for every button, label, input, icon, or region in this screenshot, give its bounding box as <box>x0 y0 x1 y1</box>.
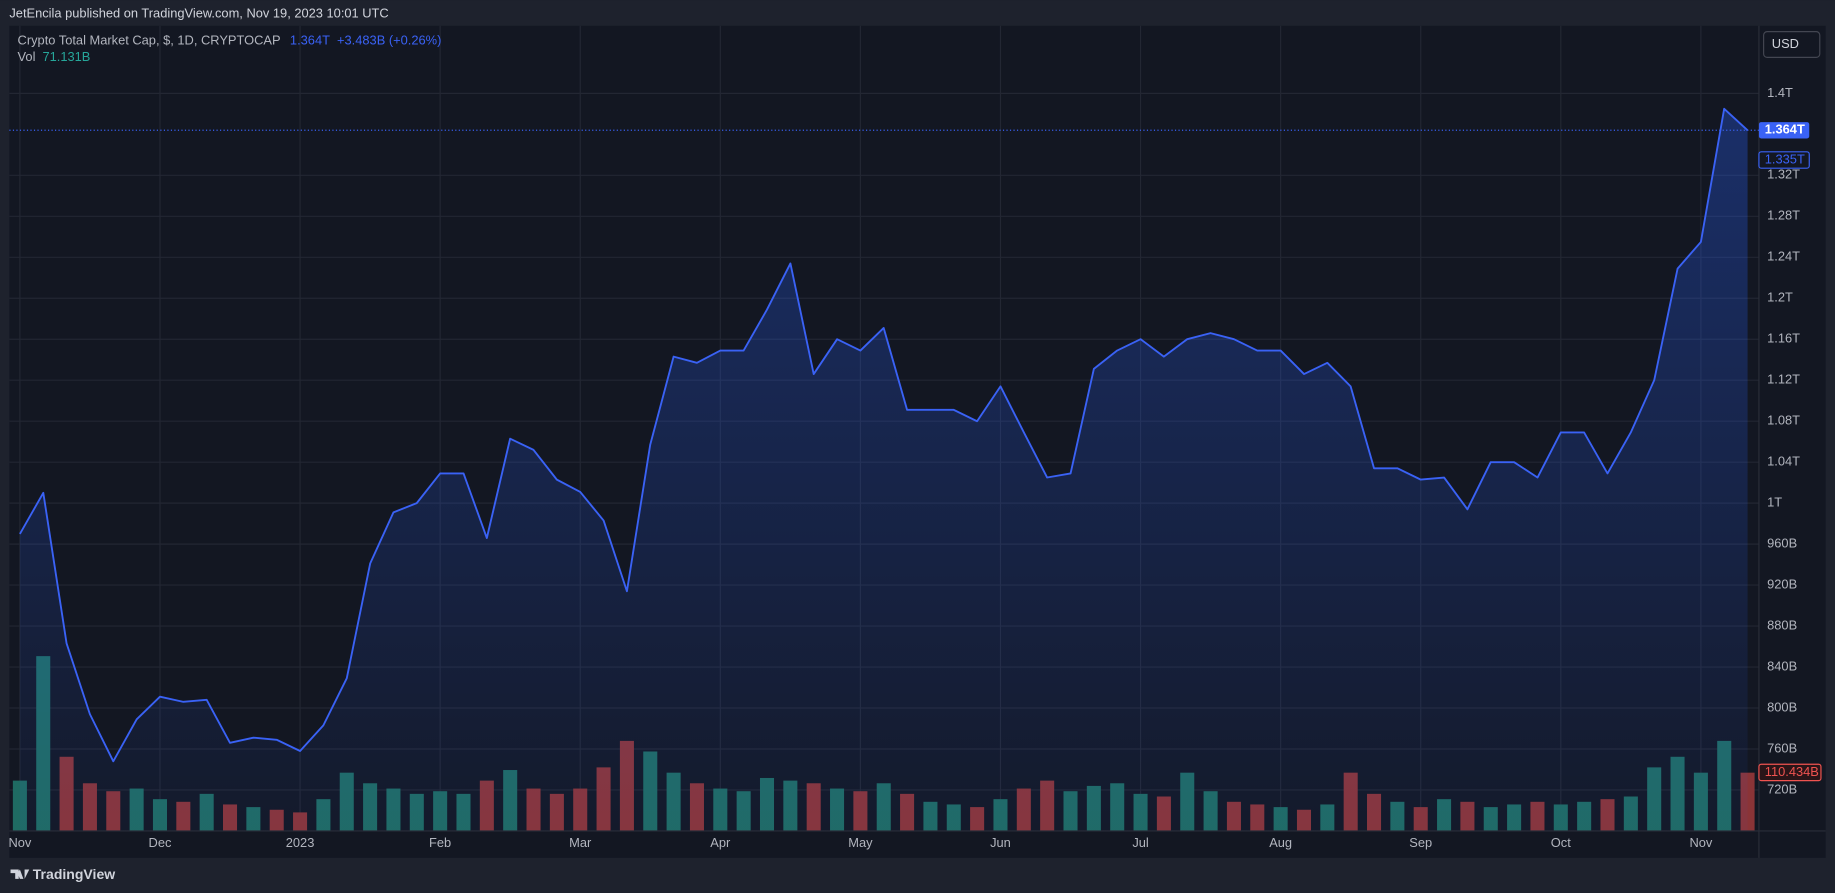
y-tick-label: 800B <box>1767 699 1797 714</box>
y-tick-label: 1.12T <box>1767 372 1800 387</box>
y-tick-label: 880B <box>1767 617 1797 632</box>
line <box>19 107 1749 763</box>
last-price-box <box>1758 122 1810 139</box>
y-tick-label: 1.08T <box>1767 413 1800 428</box>
currency-label: USD <box>1772 36 1799 51</box>
x-tick-label: Nov <box>1689 835 1712 850</box>
y-tick-label: 1.28T <box>1767 208 1800 223</box>
legend-price: 1.364T <box>290 32 330 47</box>
y-tick-label: 1T <box>1767 495 1782 510</box>
y-tick-label: 1.2T <box>1767 290 1793 305</box>
publish-header: JetEncila published on TradingView.com, … <box>9 5 388 20</box>
legend-change: +3.483B (+0.26%) <box>337 32 441 47</box>
legend-title: Crypto Total Market Cap, $, 1D, CRYPTOCA… <box>18 32 281 47</box>
x-tick-label: Apr <box>710 835 731 850</box>
y-tick-label: 1.4T <box>1767 85 1793 100</box>
x-tick-label: 2023 <box>286 835 315 850</box>
y-tick-label: 1.32T <box>1767 167 1800 182</box>
currency-button[interactable] <box>1763 31 1821 58</box>
legend-volume-name: Vol <box>18 49 36 64</box>
x-tick-label: Sep <box>1409 835 1432 850</box>
y-tick-label: 1.24T <box>1767 249 1800 264</box>
x-tick-label: Jul <box>1132 835 1148 850</box>
y-tick-label: 720B <box>1767 781 1797 796</box>
y-tick-label: 760B <box>1767 740 1797 755</box>
y-tick-label: 1.04T <box>1767 454 1800 469</box>
y-tick-label: 920B <box>1767 576 1797 591</box>
volume-price-label: 110.434B <box>1765 764 1819 779</box>
last-price-label: 1.364T <box>1765 122 1805 137</box>
second-price-label: 1.335T <box>1765 151 1805 166</box>
y-tick-label: 1.16T <box>1767 331 1800 346</box>
plot <box>9 25 1759 831</box>
x-tick-label: May <box>848 835 873 850</box>
volume-price-box <box>1758 763 1822 782</box>
area <box>19 108 1748 831</box>
x-tick-label: Nov <box>8 835 31 850</box>
y-tick-label: 840B <box>1767 658 1797 673</box>
x-tick-label: Feb <box>429 835 451 850</box>
x-tick-label: Jun <box>990 835 1011 850</box>
legend-volume-value: 71.131B <box>42 49 90 64</box>
footer-logo <box>10 869 30 879</box>
y-tick-label: 960B <box>1767 536 1797 551</box>
second-price-box <box>1758 151 1810 169</box>
x-tick-label: Oct <box>1551 835 1571 850</box>
footer-brand: TradingView <box>33 866 115 882</box>
x-tick-label: Dec <box>149 835 172 850</box>
x-tick-label: Mar <box>569 835 592 850</box>
x-tick-label: Aug <box>1269 835 1292 850</box>
